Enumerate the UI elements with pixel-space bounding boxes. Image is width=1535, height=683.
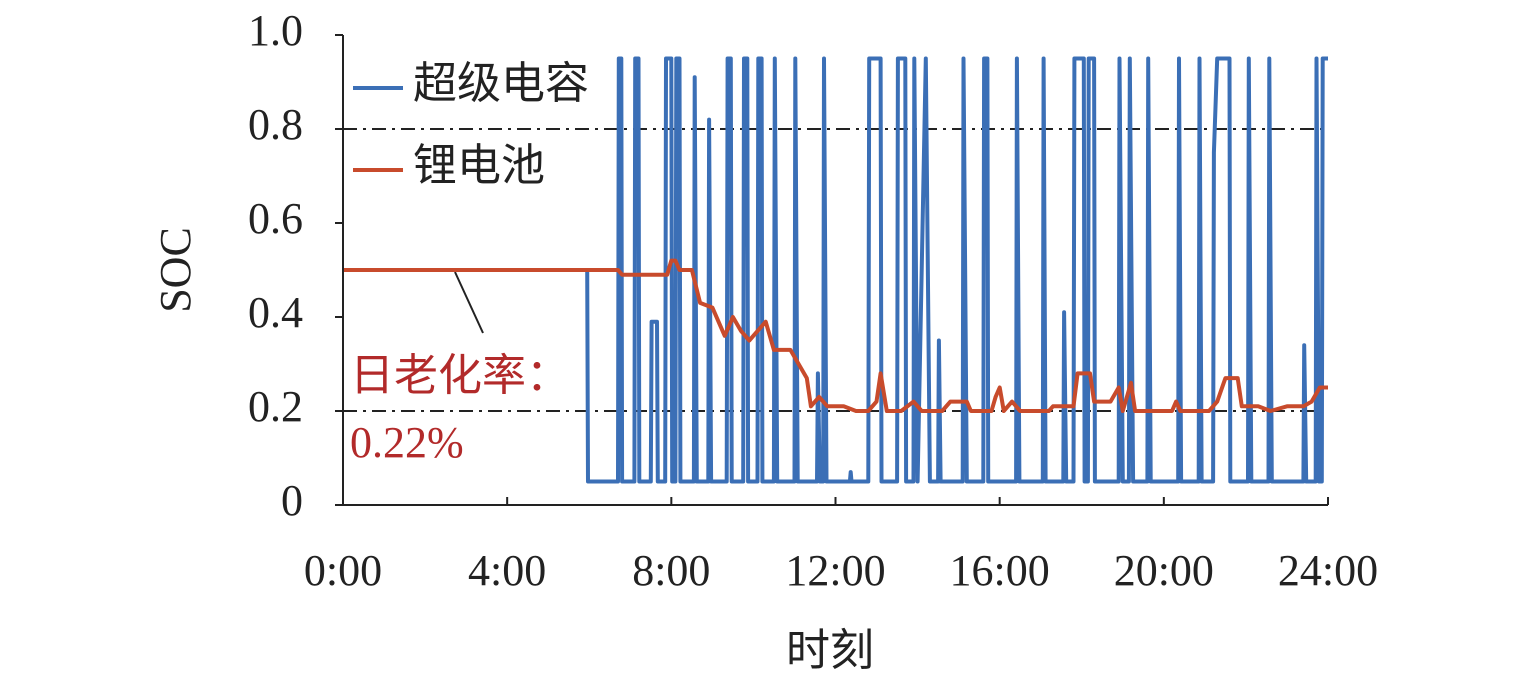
y-axis-label: SOC [151, 227, 200, 313]
x-tick-label: 16:00 [950, 546, 1050, 595]
legend-label: 锂电池 [413, 141, 545, 190]
annotation: 0.22% [350, 418, 464, 467]
annotation-leader [454, 271, 484, 334]
y-tick-label: 0.8 [248, 100, 303, 149]
x-tick-label: 12:00 [785, 546, 885, 595]
y-tick-label: 0.4 [248, 288, 303, 337]
y-tick-label: 0 [281, 476, 303, 525]
annotation: 日老化率： [350, 351, 570, 400]
x-tick-label: 20:00 [1114, 546, 1214, 595]
series-line [343, 56, 1328, 484]
y-tick-label: 0.6 [248, 194, 303, 243]
x-tick-label: 8:00 [632, 546, 710, 595]
legend-label: 超级电容 [413, 59, 589, 108]
x-tick-label: 4:00 [468, 546, 546, 595]
y-tick-label: 1.0 [248, 6, 303, 55]
x-axis-label: 时刻 [786, 626, 874, 675]
y-tick-label: 0.2 [248, 382, 303, 431]
x-tick-label: 0:00 [304, 546, 382, 595]
x-tick-label: 24:00 [1278, 546, 1378, 595]
series-line [343, 258, 1328, 413]
